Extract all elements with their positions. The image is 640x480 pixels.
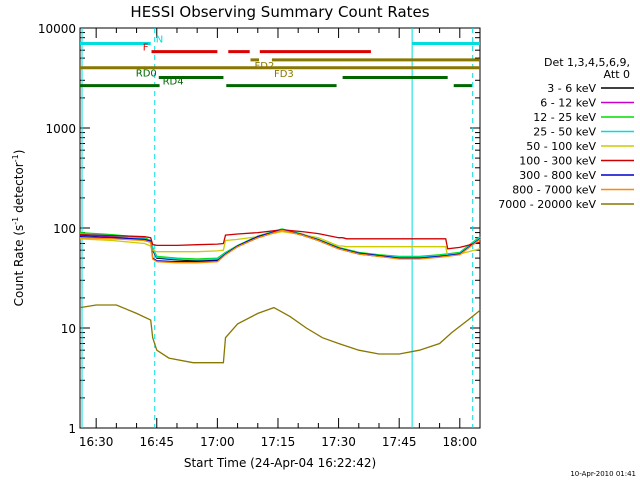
legend-label: 50 - 100 keV bbox=[526, 140, 596, 153]
series-line bbox=[79, 230, 481, 258]
chart-title: HESSI Observing Summary Count Rates bbox=[130, 3, 429, 21]
y-tick-label: 100 bbox=[53, 222, 76, 236]
legend-label: 3 - 6 keV bbox=[547, 82, 596, 95]
y-tick-label: 10000 bbox=[38, 22, 76, 36]
x-tick-label: 18:00 bbox=[443, 435, 478, 449]
y-axis-label: Count Rate (s-1 detector-1) bbox=[11, 150, 26, 307]
x-tick-label: 17:15 bbox=[261, 435, 296, 449]
x-tick-label: 16:30 bbox=[79, 435, 114, 449]
series-line bbox=[79, 228, 481, 261]
state-bar-label: N bbox=[156, 34, 163, 45]
state-bar-label: RD0 bbox=[136, 68, 157, 79]
series-line bbox=[79, 304, 481, 364]
x-tick-label: 17:30 bbox=[321, 435, 356, 449]
state-bar-label: F bbox=[143, 43, 149, 54]
x-tick-label: 17:00 bbox=[200, 435, 235, 449]
plot-frame bbox=[79, 27, 481, 429]
state-bar-label: RD4 bbox=[163, 77, 184, 88]
y-tick-label: 1 bbox=[68, 422, 76, 436]
y-tick-label: 1000 bbox=[45, 122, 76, 136]
y-tick-label: 10 bbox=[61, 322, 76, 336]
legend-label: 300 - 800 keV bbox=[519, 169, 596, 182]
series-line bbox=[79, 229, 481, 264]
legend-title-line2: Att 0 bbox=[604, 68, 630, 81]
x-axis-label: Start Time (24-Apr-04 16:22:42) bbox=[184, 456, 376, 470]
legend-label: 100 - 300 keV bbox=[519, 155, 596, 168]
x-tick-label: 16:45 bbox=[139, 435, 174, 449]
y-axis-label-sup1: -1 bbox=[11, 217, 20, 225]
legend-label: 25 - 50 keV bbox=[533, 126, 596, 139]
y-axis-label-sup2: -1 bbox=[11, 154, 20, 162]
legend-label: 12 - 25 keV bbox=[533, 111, 596, 124]
y-axis-label-end: ) bbox=[12, 150, 26, 155]
series-line bbox=[79, 228, 481, 260]
legend-label: 6 - 12 keV bbox=[540, 97, 596, 110]
legend-title-line1: Det 1,3,4,5,6,9, bbox=[544, 56, 630, 69]
vertical-markers bbox=[81, 28, 474, 428]
legend-label: 800 - 7000 keV bbox=[512, 184, 596, 197]
state-bar-label: FD3 bbox=[274, 69, 294, 80]
series-lines bbox=[79, 228, 481, 364]
y-axis-label-mid: detector bbox=[12, 162, 26, 217]
x-tick-label: 17:45 bbox=[382, 435, 417, 449]
series-line bbox=[79, 228, 481, 261]
state-bars: NFFD2FD3RD0RD4 bbox=[80, 34, 480, 88]
legend-label: 7000 - 20000 keV bbox=[498, 198, 596, 211]
timestamp: 10-Apr-2010 01:41 bbox=[570, 470, 636, 478]
y-axis-label-main: Count Rate (s bbox=[12, 225, 26, 307]
